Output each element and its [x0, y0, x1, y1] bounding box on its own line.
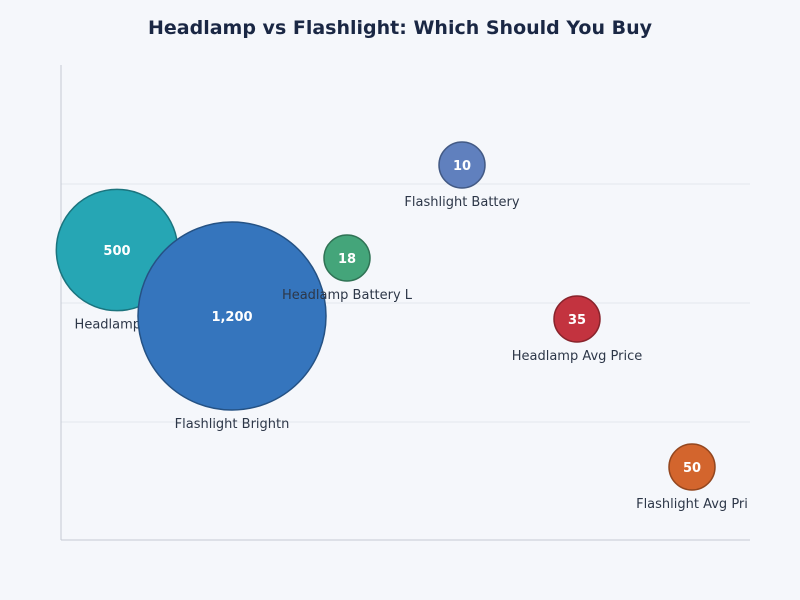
bubble-group: Flashlight Brightn 1,200 — [137, 221, 327, 432]
bubble-value-label: 10 — [453, 159, 471, 174]
bubble-category-label: Flashlight Avg Pri — [636, 497, 748, 512]
bubble-value-label: 500 — [103, 244, 130, 259]
bubble-category-label: Headlamp Avg Price — [512, 349, 643, 364]
bubble-value-label: 50 — [683, 461, 701, 476]
bubble-category-label: Flashlight Brightn — [175, 417, 290, 432]
bubble-group: Headlamp Avg Price 35 — [512, 295, 643, 364]
bubble-group: Flashlight Battery 10 — [404, 141, 520, 210]
bubble-category-label: Flashlight Battery — [404, 195, 519, 210]
bubble-value-label: 18 — [338, 252, 356, 267]
bubble-value-label: 35 — [568, 313, 586, 328]
bubble[interactable] — [553, 295, 601, 343]
bubble[interactable] — [668, 443, 716, 491]
bubble-category-label: Headlamp Battery L — [282, 288, 413, 303]
bubble[interactable] — [438, 141, 486, 189]
chart-title: Headlamp vs Flashlight: Which Should You… — [148, 17, 653, 39]
bubble[interactable] — [323, 234, 371, 282]
bubble[interactable] — [137, 221, 327, 411]
bubble-group: Headlamp Battery L 18 — [282, 234, 413, 303]
bubble-value-label: 1,200 — [211, 310, 252, 325]
bubble-group: Flashlight Avg Pri 50 — [636, 443, 748, 512]
